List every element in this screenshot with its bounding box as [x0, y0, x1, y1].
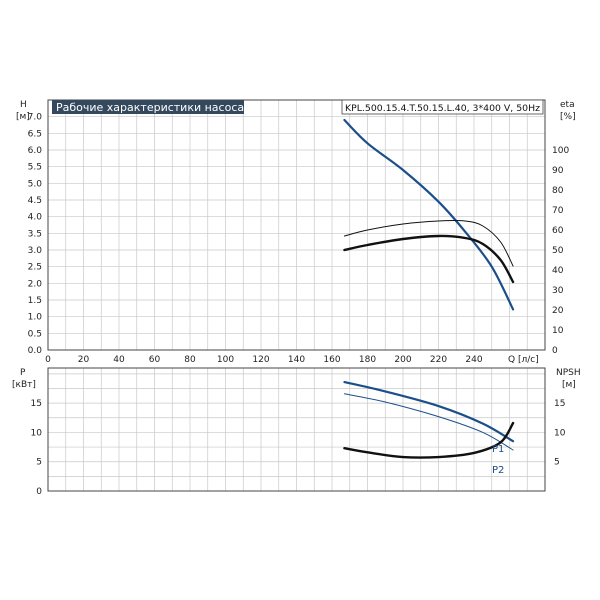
y-tick-label: 0.0	[28, 346, 43, 356]
x-tick-label: 60	[149, 355, 161, 365]
bottom-plot-frame	[47, 367, 546, 492]
top-tick-labels: 0 20 40 60 80 100 120 140 160 180 200 220 2400.00.51…	[28, 113, 570, 365]
model-label: KPL.500.15.4.T.50.15.L.40, 3*400 V, 50Hz	[345, 104, 540, 114]
curve-eta2	[343, 234, 515, 284]
head-efficiency-plot: Рабочие характеристики насоса KPL.500.15…	[16, 99, 576, 365]
y-tick-label: 7.0	[28, 113, 43, 123]
top-grid	[48, 100, 545, 350]
y2-tick-label: 20	[552, 306, 564, 316]
npsh-tick-label: 15	[554, 399, 565, 409]
npsh-tick-label: 5	[554, 458, 560, 468]
y2-tick-label: 0	[552, 346, 558, 356]
x-tick-label: 200	[394, 355, 411, 365]
y2-tick-label: 30	[552, 286, 564, 296]
y-tick-label: 5.0	[28, 179, 43, 189]
x-tick-label: 240	[465, 355, 482, 365]
x-tick-label: 160	[323, 355, 340, 365]
x-tick-label: 40	[113, 355, 125, 365]
y2-tick-label: 60	[552, 226, 564, 236]
y-tick-label: 4.0	[28, 213, 43, 223]
x-tick-label: 120	[252, 355, 269, 365]
series-label-p1: P1	[492, 444, 504, 455]
y-axis-label-h: H	[20, 100, 27, 110]
y2-axis-unit-eta: [%]	[560, 112, 576, 122]
p-tick-label: 0	[36, 487, 42, 497]
y2-tick-label: 10	[552, 326, 564, 336]
curve-p2	[343, 393, 514, 451]
bottom-series	[343, 380, 515, 459]
x-tick-label: 180	[359, 355, 376, 365]
y2-axis-label-eta: eta	[560, 100, 575, 110]
y2-tick-label: 70	[552, 206, 564, 216]
x-tick-label: 220	[430, 355, 447, 365]
y-tick-label: 3.0	[28, 246, 43, 256]
y2-tick-label: 40	[552, 266, 564, 276]
y-tick-label: 2.5	[28, 263, 42, 273]
y-tick-label: 1.5	[28, 296, 42, 306]
p-tick-label: 5	[36, 458, 42, 468]
y-tick-label: 6.0	[28, 146, 43, 156]
series-label-p2: P2	[492, 465, 504, 476]
y-tick-label: 6.5	[28, 129, 42, 139]
x-tick-label: 140	[288, 355, 305, 365]
npsh-tick-label: 10	[554, 428, 566, 438]
p-tick-label: 15	[31, 399, 42, 409]
y-tick-label: 4.5	[28, 196, 42, 206]
y2-axis-unit-npsh: [м]	[562, 380, 576, 390]
y-axis-unit-h: [м]	[16, 112, 30, 122]
bottom-grid	[48, 368, 545, 491]
x-tick-label: 20	[78, 355, 90, 365]
y2-tick-label: 50	[552, 246, 564, 256]
p-tick-label: 10	[31, 428, 43, 438]
top-plot-frame	[47, 99, 546, 351]
x-tick-label: 0	[45, 355, 51, 365]
y-tick-label: 0.5	[28, 329, 42, 339]
y2-tick-label: 90	[552, 166, 564, 176]
curve-npsh	[343, 421, 515, 459]
y2-axis-label-npsh: NPSH	[556, 368, 581, 378]
y2-tick-label: 100	[552, 146, 569, 156]
curve-p1	[343, 380, 515, 443]
model-box	[341, 99, 544, 115]
y-tick-label: 3.5	[28, 229, 42, 239]
title-box	[52, 100, 244, 114]
power-npsh-plot: P [кВт] NPSH [м] 0 5 10 15 5 10 15 P1 P2	[12, 367, 581, 497]
x-tick-label: 80	[184, 355, 196, 365]
y-tick-label: 5.5	[28, 163, 42, 173]
x-axis-label-q: Q [л/с]	[508, 355, 539, 365]
chart-title: Рабочие характеристики насоса	[56, 101, 244, 114]
curve-h	[343, 118, 515, 311]
y-axis-label-p: P	[20, 368, 26, 378]
x-tick-label: 100	[217, 355, 234, 365]
y2-tick-label: 80	[552, 186, 564, 196]
top-series	[343, 118, 515, 311]
curve-eta1	[343, 220, 514, 267]
y-axis-unit-p: [кВт]	[12, 380, 36, 390]
bottom-tick-labels: 0 5 10 15 5 10 15	[31, 399, 566, 497]
y-tick-label: 1.0	[28, 313, 43, 323]
y-tick-label: 2.0	[28, 279, 43, 289]
